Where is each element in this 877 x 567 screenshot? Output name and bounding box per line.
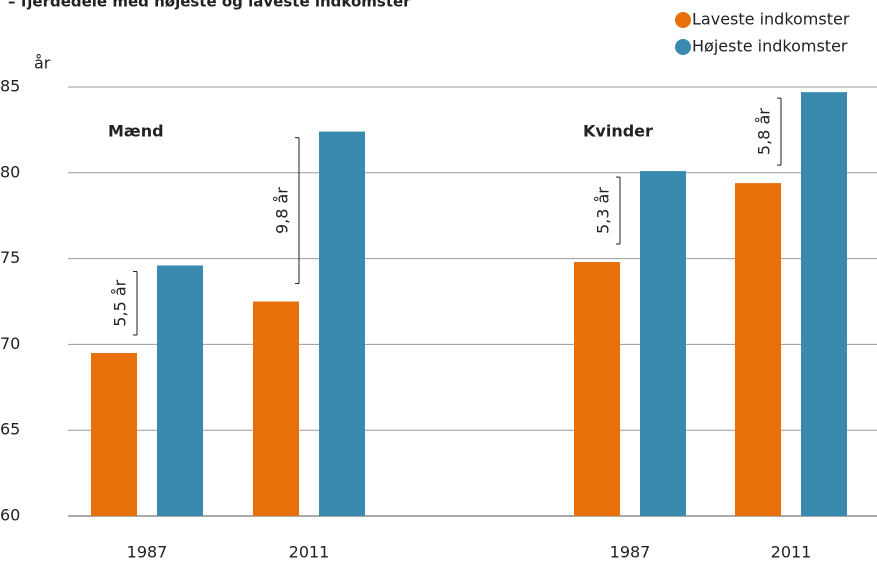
legend-label: Højeste indkomster bbox=[692, 37, 848, 56]
y-tick-label: 65 bbox=[0, 420, 20, 439]
bar bbox=[640, 171, 686, 517]
bar bbox=[319, 131, 365, 516]
bar bbox=[157, 265, 203, 516]
x-tick-label: 2011 bbox=[289, 543, 330, 562]
legend-swatch bbox=[675, 39, 691, 55]
y-tick-label: 75 bbox=[0, 248, 20, 267]
y-tick-label: 60 bbox=[0, 506, 20, 525]
x-tick-label: 1987 bbox=[610, 543, 651, 562]
bar bbox=[91, 352, 137, 516]
annotation: 5,8 år bbox=[755, 108, 774, 155]
annotation: 9,8 år bbox=[273, 187, 292, 234]
x-tick-label: 1987 bbox=[127, 543, 168, 562]
bar bbox=[574, 262, 620, 516]
chart-subtitle: – fjerdedele med højeste og laveste indk… bbox=[8, 0, 411, 11]
annotation: 5,3 år bbox=[594, 187, 613, 234]
y-tick-label: 85 bbox=[0, 77, 20, 96]
group-label: Mænd bbox=[108, 122, 164, 141]
y-tick-label: 80 bbox=[0, 162, 20, 181]
bar bbox=[735, 183, 781, 516]
y-axis-label: år bbox=[34, 54, 51, 73]
legend-label: Laveste indkomster bbox=[692, 10, 850, 29]
group-label: Kvinder bbox=[583, 122, 653, 141]
bar bbox=[253, 301, 299, 516]
annotation: 5,5 år bbox=[111, 279, 130, 326]
bar bbox=[801, 92, 847, 516]
y-tick-label: 70 bbox=[0, 334, 20, 353]
x-tick-label: 2011 bbox=[771, 543, 812, 562]
legend-swatch bbox=[675, 12, 691, 28]
